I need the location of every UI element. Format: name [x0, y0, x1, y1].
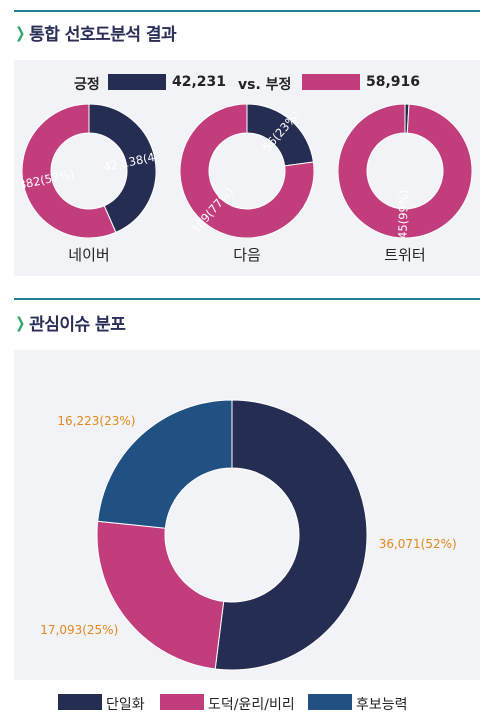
- chevron-right-icon: ❯: [15, 313, 25, 332]
- slice-label-issues-2: 16,223(23%): [57, 414, 135, 428]
- donut-chart-twitter: 3,845(99%): [338, 104, 472, 238]
- slice-naver-0: [88, 104, 156, 234]
- slice-daum-1: [180, 104, 314, 238]
- section-title-issues: ❯ 관심이슈 분포: [14, 310, 126, 336]
- legend-swatch-ability: [308, 694, 352, 710]
- donut-chart-daum: 56(23%)189(77%): [180, 104, 314, 238]
- legend-item-ability: 후보능력: [356, 697, 408, 713]
- slice-label-twitter-1: 3,845(99%): [395, 190, 411, 238]
- legend-swatch-ethics: [160, 694, 204, 710]
- donut-chart-naver: 42,138(43%)54,882(57%): [22, 104, 156, 238]
- section-title-text: 통합 선호도분석 결과: [29, 25, 177, 45]
- positive-swatch: [108, 74, 166, 90]
- issues-legend: 단일화 도덕/윤리/비리 후보능력: [0, 690, 490, 716]
- section-title-preference: ❯ 통합 선호도분석 결과: [14, 20, 177, 46]
- chevron-right-icon: ❯: [15, 23, 25, 42]
- legend-item-unification: 단일화: [106, 697, 145, 713]
- preference-panel: 긍정 42,231 vs. 부정 58,916 42,138(43%) 54,88…: [14, 60, 480, 276]
- slice-issues-0: [214, 399, 368, 671]
- negative-swatch: [302, 74, 360, 90]
- section-title-text: 관심이슈 분포: [29, 315, 126, 335]
- legend-swatch-unification: [58, 694, 102, 710]
- slice-twitter-1: [338, 104, 472, 238]
- positive-label: 긍정: [74, 77, 100, 93]
- donut-label-daum: 다음: [233, 246, 261, 264]
- donut-chart-issues: 36,071(52%) 17,093(25%) 16,223(23%): [40, 399, 457, 671]
- donut-label-naver: 네이버: [68, 246, 110, 264]
- slice-label-issues-0: 36,071(52%): [379, 537, 457, 551]
- negative-value: 58,916: [366, 74, 421, 90]
- slice-issues-2: [97, 399, 233, 529]
- slice-issues-1: [96, 520, 225, 670]
- issues-panel: 36,071(52%) 17,093(25%) 16,223(23%): [14, 350, 480, 680]
- vs-negative-label: vs. 부정: [238, 77, 292, 93]
- slice-label-issues-1: 17,093(25%): [40, 623, 118, 637]
- middle-rule: [14, 298, 480, 300]
- donut-label-twitter: 트위터: [384, 246, 426, 264]
- slice-naver-1: [22, 104, 117, 238]
- positive-value: 42,231: [172, 74, 227, 90]
- sentiment-legend: 긍정 42,231 vs. 부정 58,916: [14, 72, 480, 94]
- top-rule: [14, 10, 480, 12]
- legend-item-ethics: 도덕/윤리/비리: [208, 697, 295, 713]
